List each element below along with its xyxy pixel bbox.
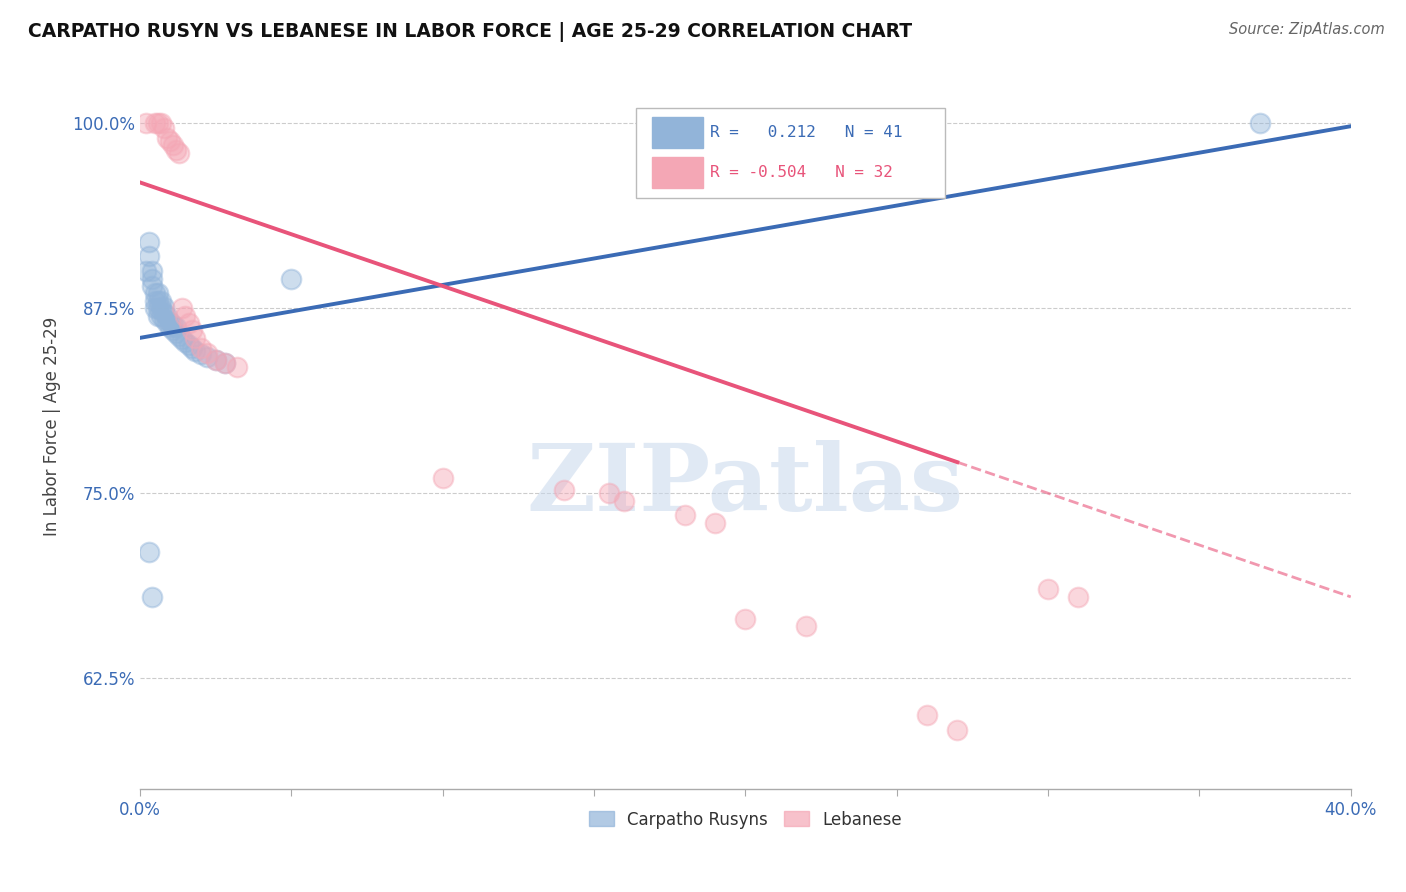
Text: ZIPatlas: ZIPatlas xyxy=(527,440,965,530)
Point xyxy=(148,286,170,301)
Point xyxy=(148,301,170,316)
Point xyxy=(180,323,202,337)
Point xyxy=(177,316,200,330)
Point xyxy=(204,353,226,368)
Point xyxy=(143,301,166,316)
Point xyxy=(734,612,756,626)
Point xyxy=(141,264,163,278)
Point xyxy=(177,338,200,352)
Point xyxy=(135,264,157,278)
Point xyxy=(162,318,184,332)
Point xyxy=(138,545,160,559)
Text: CARPATHO RUSYN VS LEBANESE IN LABOR FORCE | AGE 25-29 CORRELATION CHART: CARPATHO RUSYN VS LEBANESE IN LABOR FORC… xyxy=(28,22,912,42)
Point xyxy=(174,335,197,350)
Point xyxy=(153,311,176,326)
Point xyxy=(150,301,173,316)
FancyBboxPatch shape xyxy=(652,157,703,187)
Point xyxy=(148,293,170,308)
Point xyxy=(673,508,696,523)
Point xyxy=(180,341,202,355)
Point xyxy=(138,249,160,263)
Point xyxy=(214,356,236,370)
Point xyxy=(183,344,205,359)
Point xyxy=(165,326,187,341)
Point xyxy=(159,314,181,328)
Point xyxy=(598,486,620,500)
Point xyxy=(153,300,176,314)
Point xyxy=(174,309,197,323)
Point xyxy=(153,120,176,135)
Text: R =   0.212   N = 41: R = 0.212 N = 41 xyxy=(710,125,903,140)
Point xyxy=(141,279,163,293)
Point xyxy=(1067,590,1090,604)
Point xyxy=(143,286,166,301)
Point xyxy=(183,331,205,345)
Point xyxy=(156,309,179,323)
FancyBboxPatch shape xyxy=(652,117,703,148)
Point xyxy=(226,360,249,375)
Point xyxy=(432,471,454,485)
Point xyxy=(946,723,969,737)
Point xyxy=(143,293,166,308)
Text: Source: ZipAtlas.com: Source: ZipAtlas.com xyxy=(1229,22,1385,37)
Point xyxy=(214,356,236,370)
Point xyxy=(150,293,173,308)
Point xyxy=(190,347,212,361)
Y-axis label: In Labor Force | Age 25-29: In Labor Force | Age 25-29 xyxy=(44,317,60,536)
Point xyxy=(190,341,212,355)
Point xyxy=(153,306,176,320)
Text: R = -0.504   N = 32: R = -0.504 N = 32 xyxy=(710,165,893,180)
Point xyxy=(159,320,181,334)
Point xyxy=(143,116,166,130)
Point xyxy=(159,134,181,148)
Legend: Carpatho Rusyns, Lebanese: Carpatho Rusyns, Lebanese xyxy=(582,804,908,835)
Point xyxy=(169,329,191,343)
Point xyxy=(172,301,194,316)
Point xyxy=(280,271,302,285)
Point xyxy=(165,320,187,334)
Point xyxy=(794,619,817,633)
Point xyxy=(162,323,184,337)
Point xyxy=(195,350,218,364)
Point xyxy=(172,332,194,346)
Point xyxy=(148,309,170,323)
Point xyxy=(150,309,173,323)
Point xyxy=(156,131,179,145)
Point xyxy=(613,493,636,508)
Point xyxy=(169,145,191,160)
Point xyxy=(141,590,163,604)
Point xyxy=(195,345,218,359)
FancyBboxPatch shape xyxy=(637,108,945,198)
Point xyxy=(1249,116,1271,130)
Point xyxy=(704,516,727,530)
Point xyxy=(156,316,179,330)
Point xyxy=(135,116,157,130)
Point xyxy=(150,116,173,130)
Point xyxy=(138,235,160,249)
Point xyxy=(162,138,184,153)
Point xyxy=(915,708,938,723)
Point xyxy=(204,353,226,368)
Point xyxy=(553,483,575,498)
Point xyxy=(1036,582,1059,597)
Point xyxy=(165,143,187,157)
Point xyxy=(148,116,170,130)
Point xyxy=(141,271,163,285)
